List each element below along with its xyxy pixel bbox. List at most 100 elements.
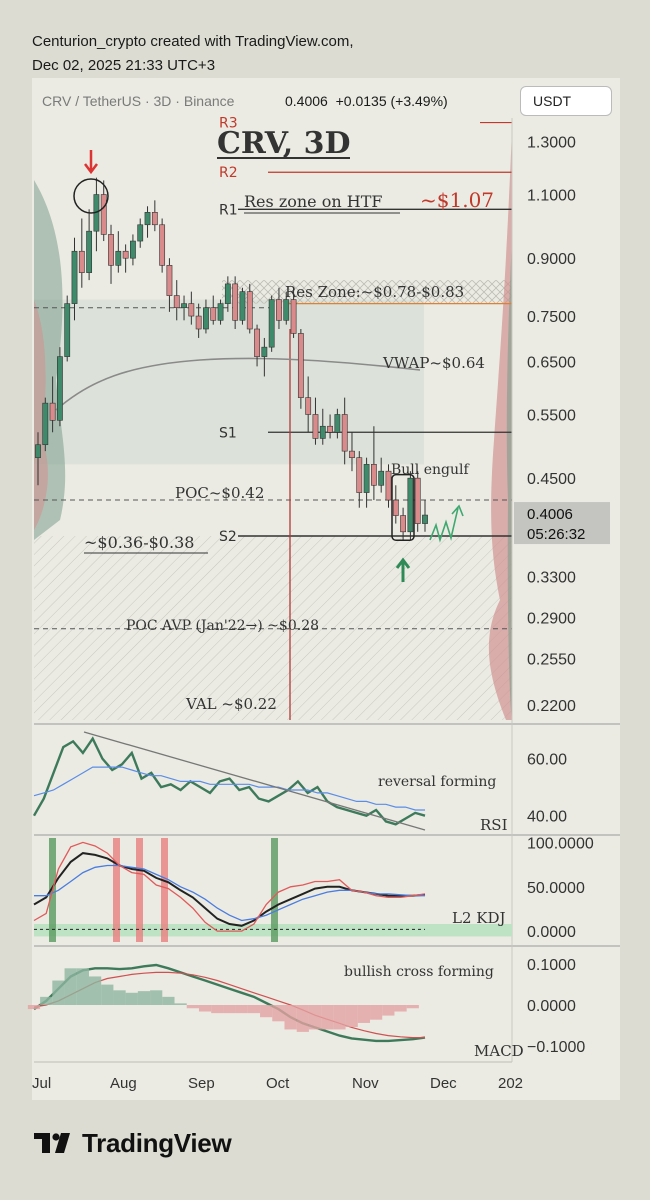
annotation-vwap: VWAP~$0.64 [382,354,485,372]
macd-histogram-bar [64,968,77,1005]
y-tick-label: 0.7500 [527,309,576,326]
macd-histogram-bar [211,1005,224,1014]
projection-arrow [429,504,464,543]
macd-histogram-bar [113,990,126,1005]
kdj-signal-bar [271,838,278,942]
y-tick-label: 0.9000 [527,251,576,268]
candle-body [57,356,63,421]
macd-line [33,963,426,1043]
candle-body [407,477,414,533]
pane-tick-label: 100.0000 [527,835,594,852]
x-tick-label: Aug [110,1075,137,1092]
candle-body [49,402,56,421]
candle-body [356,457,363,493]
candle-body [78,250,85,273]
candle-body [385,470,392,501]
macd-histogram-bar [382,1005,395,1016]
price-change: +0.0135 (+3.49%) [335,93,448,109]
macd-histogram-bar [186,1005,199,1009]
annotation-price-107: ~$1.07 [420,188,494,212]
candle-body [268,299,275,348]
candle-body [232,283,239,321]
macd-histogram-bar [272,1005,285,1022]
kdj-signal-bar [113,838,120,942]
candle-body [239,291,246,321]
annotation-val: VAL ~$0.22 [185,695,277,713]
annotation-rsi: reversal forming [378,774,496,790]
candle-body [42,402,49,446]
candle-body [254,328,260,357]
macd-histogram-bar [308,1005,322,1030]
left-volume-profile-red [34,300,48,530]
candle-body [35,444,41,458]
candle-body [341,414,348,452]
down-arrow-icon [84,150,98,175]
macd-histogram-bar [357,1005,371,1023]
kdj-signal-bar [136,838,143,942]
candle-body [400,515,406,533]
y-tick-label: 0.2550 [527,651,576,668]
currency-selector[interactable]: USDT [520,86,612,116]
level-label: S2 [219,529,237,545]
macd-histogram-bar [27,1005,41,1010]
last-price-tag: 0.4006 [527,506,573,523]
candle-body [203,307,209,330]
candle-body [137,224,144,242]
macd-histogram-bar [235,1005,248,1014]
macd-histogram-bar [125,992,138,1005]
annotation-poc: POC~$0.42 [175,484,264,502]
candle-body [181,303,187,309]
kdj-j-line [33,841,426,932]
candle-body [173,295,180,309]
symbol-label[interactable]: CRV / TetherUS · 3D · Binance [42,93,235,109]
candle-body [217,303,224,321]
up-arrow-icon [395,557,411,582]
y-tick-label: 1.3000 [527,135,576,152]
macd-histogram-bar [321,1005,334,1030]
last-price: 0.4006 [285,93,328,109]
price-readout: 0.4006 +0.0135 (+3.49%) [285,93,448,109]
macd-histogram-bar [223,1005,236,1014]
rsi-ma-line [33,766,425,811]
candle-body [363,464,370,493]
x-tick-label: Nov [352,1075,379,1092]
x-tick-label: Jul [32,1075,51,1092]
pane-tick-label: 60.00 [527,752,567,769]
x-tick-label: Dec [430,1075,457,1092]
candle-body [122,250,129,259]
candle-body [115,250,122,266]
macd-histogram-bar [370,1005,383,1020]
macd-histogram-bar [101,984,114,1005]
annotation-poc-avp: POC AVP (Jan'22→) ~$0.28 [126,618,319,634]
candle-body [305,397,312,415]
candle-body [195,315,202,330]
kdj-signal-bar [161,838,168,942]
candle-body [349,450,355,458]
rsi-title: RSI [480,816,508,834]
price-tag-bg [514,502,610,545]
macd-histogram-bar [137,991,151,1005]
macd-title: MACD [474,1042,524,1060]
pane-tick-label: 0.0000 [527,998,576,1015]
candle-body [290,299,297,334]
level-label: S1 [219,425,237,441]
candle-body [86,230,93,273]
annotation-res-htf: Res zone on HTF [244,192,382,211]
y-tick-label: 0.5500 [527,407,576,424]
level-label: R1 [219,202,238,218]
engulf-highlight-box [391,473,415,542]
rsi-trendline [83,731,426,831]
rsi-line [32,736,426,826]
macd-histogram-bar [162,996,175,1005]
y-tick-label: 0.2900 [527,611,576,628]
candle-body [276,299,282,321]
brand-name: TradingView [82,1128,232,1158]
top-highlight-circle [73,178,109,214]
x-tick-label: Sep [188,1075,215,1092]
candle-body [210,307,217,321]
pane-tick-label: 0.1000 [527,957,576,974]
level-label: R3 [219,116,238,132]
lower-hatch-zone [34,536,512,720]
tradingview-logo-icon [34,1132,70,1153]
pane-tick-label: −0.1000 [527,1039,585,1056]
